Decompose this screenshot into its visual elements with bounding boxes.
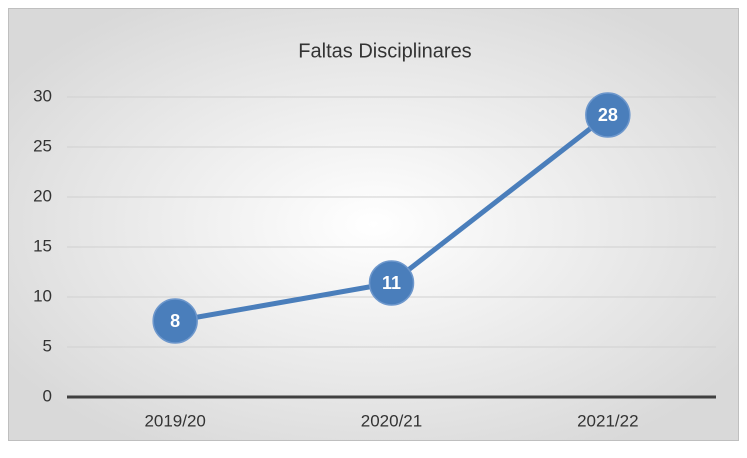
y-tick-label: 20 xyxy=(33,186,52,205)
marker xyxy=(152,298,198,344)
x-tick-label: 2020/21 xyxy=(361,411,422,430)
x-tick-label: 2019/20 xyxy=(144,411,205,430)
chart-area xyxy=(8,8,739,441)
chart-title: Faltas Disciplinares xyxy=(298,40,471,62)
data-label: 28 xyxy=(598,105,618,125)
y-tick-label: 5 xyxy=(43,336,52,355)
data-label: 11 xyxy=(382,273,401,293)
data-label: 8 xyxy=(170,311,180,331)
y-tick-label: 30 xyxy=(33,86,52,105)
marker xyxy=(585,92,631,138)
y-tick-label: 25 xyxy=(33,136,52,155)
marker xyxy=(368,260,415,306)
x-tick-label: 2021/22 xyxy=(577,411,638,430)
y-tick-label: 0 xyxy=(43,386,52,405)
y-tick-label: 10 xyxy=(33,286,52,305)
y-tick-label: 15 xyxy=(33,236,52,255)
